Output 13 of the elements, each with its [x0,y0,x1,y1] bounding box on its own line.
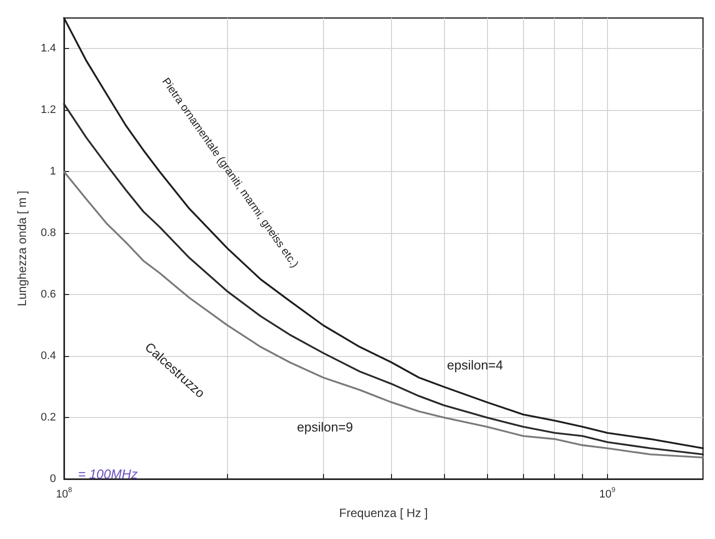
y-tick-label: 0.2 [40,412,56,424]
y-tick-label: 1.2 [40,104,56,116]
y-tick-label: 0.6 [40,288,56,301]
y-axis-title: Lunghezza onda [ m ] [15,190,29,306]
y-tick-label: 1.4 [40,42,56,55]
annotation: epsilon=4 [446,358,504,372]
annotation: epsilon=9 [296,420,354,434]
annotation: = 100MHz [78,466,138,482]
x-axis-title: Frequenza [ Hz ] [339,506,428,520]
y-tick-label: 0.4 [40,350,56,362]
y-tick-label: 1 [50,166,56,178]
y-tick-label: 0.8 [40,227,56,240]
y-tick-label: 0 [50,473,56,485]
